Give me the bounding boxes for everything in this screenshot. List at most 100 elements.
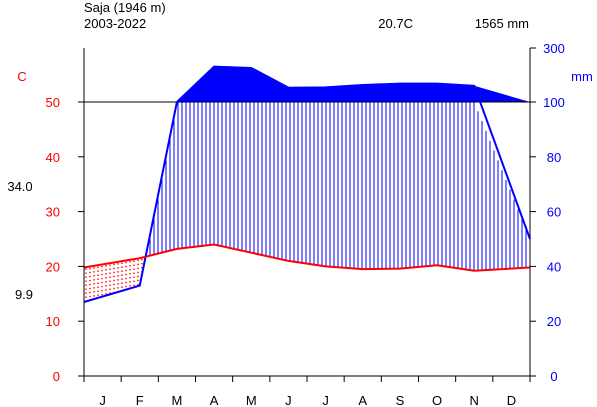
arid-dot (85, 292, 87, 294)
arid-dot (129, 281, 131, 283)
arid-dot (109, 272, 111, 274)
arid-dot (89, 295, 91, 298)
humid-hatch-layer (145, 102, 527, 271)
left-tick-label: 10 (46, 314, 60, 329)
precip-excess-fill (84, 66, 530, 102)
arid-dot (109, 264, 111, 266)
arid-dot (117, 279, 119, 281)
arid-dot (121, 270, 123, 272)
arid-dot (89, 279, 91, 282)
arid-dot (117, 283, 119, 285)
arid-dot (101, 273, 103, 276)
arid-dot (97, 290, 99, 292)
arid-dot (117, 287, 119, 289)
chart-period: 2003-2022 (84, 16, 146, 31)
arid-dot (101, 277, 103, 280)
right-tick-label: 60 (547, 205, 561, 220)
series-lines-layer (83, 65, 531, 303)
arid-dot (97, 286, 99, 288)
arid-dot (105, 277, 107, 279)
arid-dot (133, 276, 135, 278)
arid-dot (137, 263, 139, 266)
arid-dot (141, 262, 143, 265)
precipitation-line (83, 65, 531, 303)
arid-dot (97, 282, 99, 284)
arid-dots-layer (85, 258, 143, 302)
arid-dot (105, 289, 107, 291)
right-tick-label: 100 (543, 95, 565, 110)
left-tick-label: 0 (53, 369, 60, 384)
arid-dot (101, 265, 103, 268)
arid-dot (105, 293, 107, 295)
arid-dot (89, 291, 91, 294)
arid-dot (129, 269, 131, 271)
arid-dot (93, 267, 95, 269)
arid-dot (93, 295, 95, 297)
arid-dot (89, 287, 91, 290)
arid-dot (93, 271, 95, 273)
arid-dot (117, 271, 119, 273)
arid-dot (133, 280, 135, 282)
arid-dot (109, 268, 111, 270)
arid-dot (129, 265, 131, 267)
arid-dot (113, 267, 115, 270)
left-axis-label: C (17, 69, 26, 84)
arid-dot (85, 276, 87, 278)
arid-dot (125, 277, 127, 280)
arid-dot (121, 274, 123, 276)
left-tick-label: 30 (46, 205, 60, 220)
mean-temp-label: 20.7C (378, 16, 413, 31)
arid-dot (85, 268, 87, 270)
month-label: J (285, 393, 292, 407)
arid-dot (101, 269, 103, 272)
arid-dot (125, 285, 127, 288)
arid-dot (113, 283, 115, 286)
right-tick-label: 300 (543, 41, 565, 56)
max-temp-annotation: 34.0 (7, 179, 32, 194)
arid-dot (85, 280, 87, 282)
arid-dot (85, 272, 87, 274)
arid-dot (125, 281, 127, 284)
arid-dot (89, 271, 91, 274)
arid-dot (93, 287, 95, 289)
arid-dot (133, 268, 135, 270)
month-label: J (322, 393, 329, 407)
arid-dot (113, 279, 115, 282)
arid-dot (105, 273, 107, 275)
arid-dot (133, 260, 135, 262)
arid-dot (105, 285, 107, 287)
arid-dot (133, 264, 135, 266)
month-label: N (470, 393, 479, 407)
right-tick-label: 40 (547, 259, 561, 274)
arid-dot (109, 284, 111, 286)
arid-dot (125, 265, 127, 268)
arid-dot (101, 293, 103, 296)
arid-dot (85, 288, 87, 290)
arid-dot (125, 269, 127, 272)
arid-dot (129, 285, 131, 287)
arid-dot (133, 284, 135, 286)
right-tick-label: 20 (547, 314, 561, 329)
left-tick-label: 40 (46, 150, 60, 165)
arid-dot (129, 277, 131, 279)
arid-dot (113, 275, 115, 278)
arid-dot (125, 261, 127, 264)
arid-dot (113, 263, 115, 266)
arid-dot (101, 289, 103, 292)
arid-dot (97, 274, 99, 276)
arid-dot (121, 282, 123, 284)
arid-dot (109, 280, 111, 282)
arid-dot (117, 263, 119, 265)
arid-dot (89, 283, 91, 286)
arid-dot (97, 278, 99, 280)
month-label: A (210, 393, 219, 407)
arid-dot (117, 267, 119, 269)
arid-dot (137, 279, 139, 282)
arid-dot (105, 269, 107, 271)
precip-fill-layer (84, 66, 530, 102)
min-temp-annotation: 9.9 (15, 287, 33, 302)
arid-dot (101, 285, 103, 288)
annual-precip-label: 1565 mm (475, 16, 529, 31)
axes-layer: 0 10 20 30 40 50 0 20 40 60 80 100 300 J F M A M J J A S O N D (46, 41, 565, 407)
